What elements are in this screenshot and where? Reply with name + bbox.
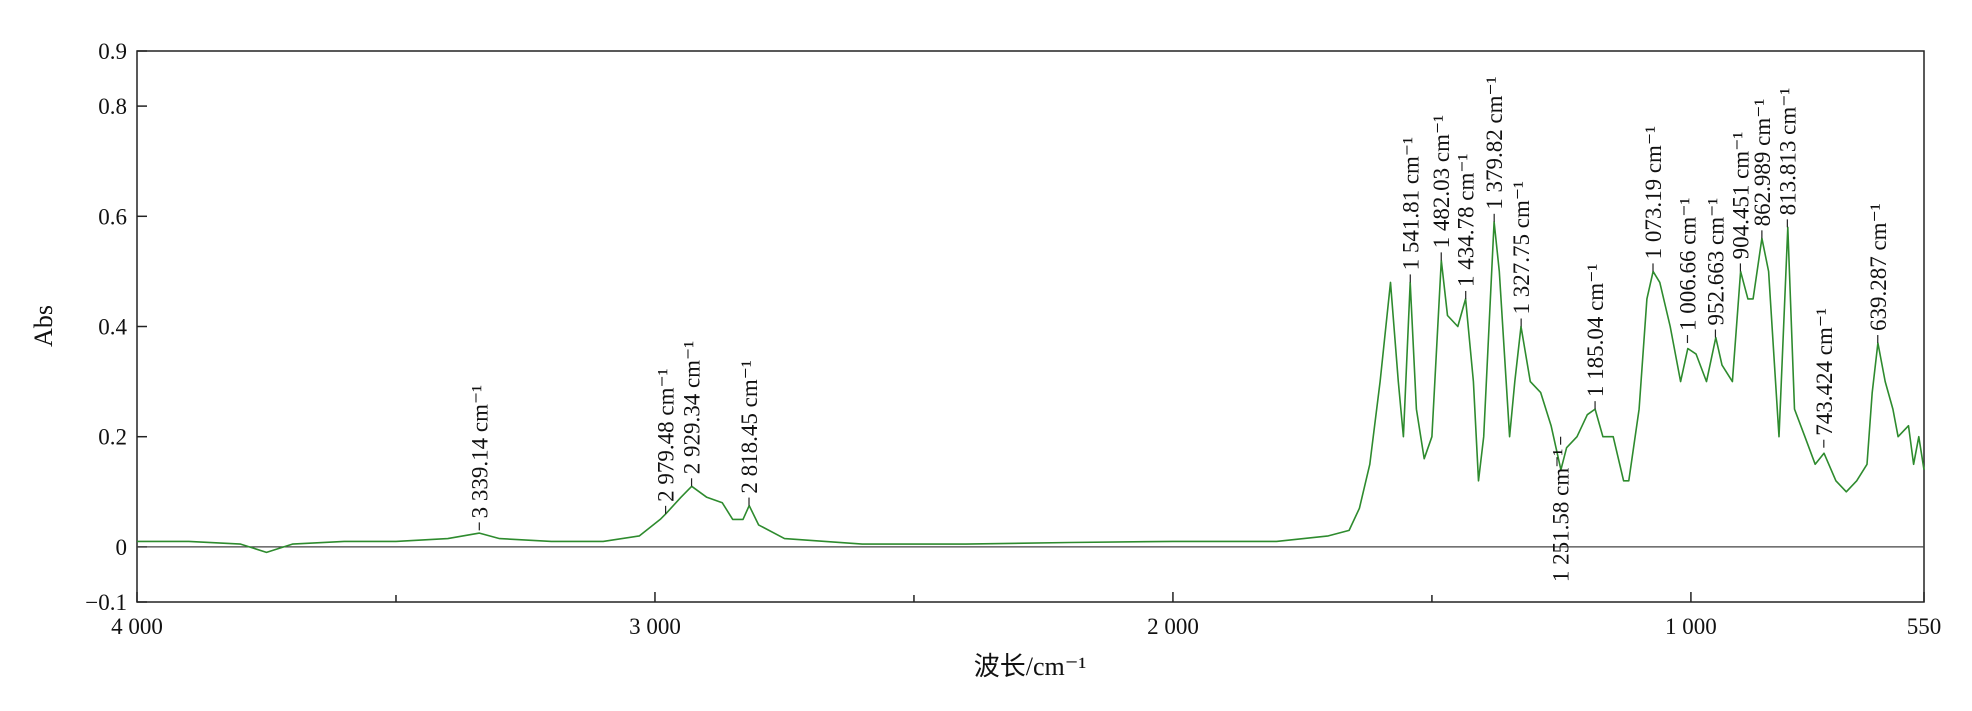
y-tick-label: 0.4 [98, 315, 127, 340]
y-tick-label: 0.9 [98, 39, 127, 64]
peak-label: 952.663 cm⁻¹ [1703, 198, 1728, 326]
x-tick-label: 550 [1907, 614, 1942, 639]
x-tick-label: 1 000 [1665, 614, 1717, 639]
x-tick-label: 2 000 [1147, 614, 1199, 639]
peak-label: 813.813 cm⁻¹ [1775, 88, 1800, 216]
y-tick-label: −0.1 [85, 590, 127, 615]
peak-label: 3 339.14 cm⁻¹ [467, 385, 492, 518]
peak-label: 1 251.58 cm⁻¹ [1549, 449, 1574, 582]
peak-label: 2 818.45 cm⁻¹ [737, 360, 762, 493]
peak-label: 1 379.82 cm⁻¹ [1482, 76, 1507, 209]
peak-label: 743.424 cm⁻¹ [1812, 308, 1837, 436]
peak-label: 1 434.78 cm⁻¹ [1454, 153, 1479, 286]
peak-label: 1 006.66 cm⁻¹ [1675, 198, 1700, 331]
y-tick-label: 0.8 [98, 94, 127, 119]
x-axis-label: 波长/cm⁻¹ [974, 652, 1087, 681]
peak-label: 1 482.03 cm⁻¹ [1429, 115, 1454, 248]
x-tick-label: 4 000 [111, 614, 163, 639]
peak-label: 1 541.81 cm⁻¹ [1398, 137, 1423, 270]
peak-label: 1 327.75 cm⁻¹ [1509, 181, 1534, 314]
y-axis-label: Abs [29, 305, 58, 347]
y-tick-label: 0.6 [98, 204, 127, 229]
y-tick-label: 0.2 [98, 425, 127, 450]
peak-label: 904.451 cm⁻¹ [1728, 132, 1753, 260]
y-tick-label: 0 [116, 535, 128, 560]
x-tick-label: 3 000 [629, 614, 681, 639]
peak-label: 2 929.34 cm⁻¹ [680, 341, 705, 474]
spectrum-line [137, 221, 1925, 554]
peak-label: 1 185.04 cm⁻¹ [1583, 264, 1608, 397]
peak-label: 2 979.48 cm⁻¹ [654, 368, 679, 501]
peak-label: 639.287 cm⁻¹ [1866, 203, 1891, 331]
peak-label: 862.989 cm⁻¹ [1750, 99, 1775, 227]
peak-label: 1 073.19 cm⁻¹ [1641, 126, 1666, 259]
